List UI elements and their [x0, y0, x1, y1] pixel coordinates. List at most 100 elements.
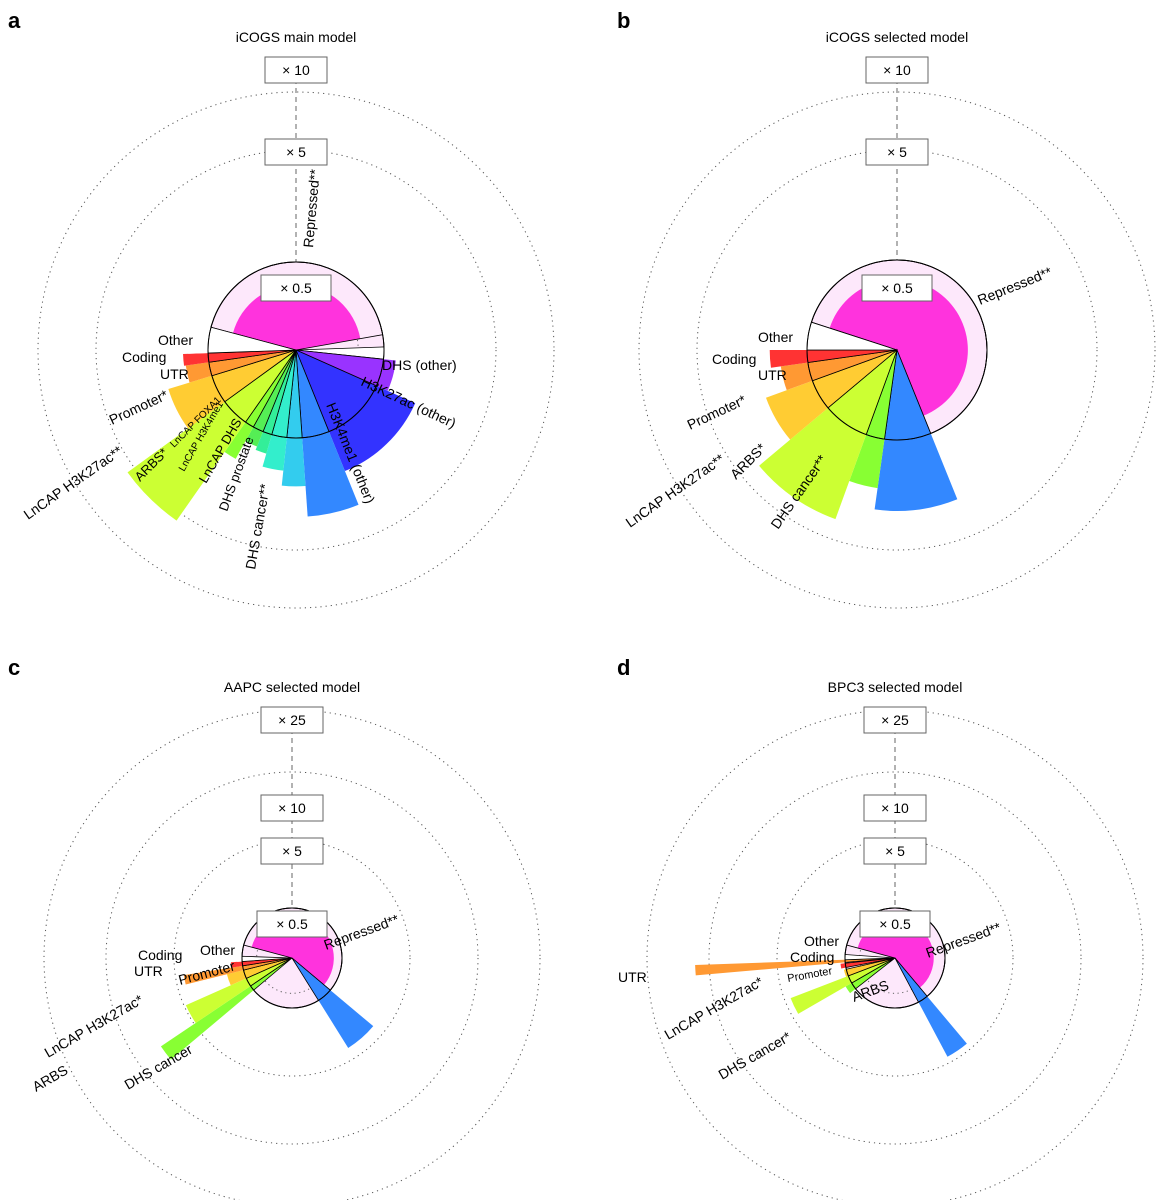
wedge-dhs-cancer — [874, 350, 958, 511]
scale-tick-label: × 5 — [282, 843, 302, 859]
scale-tick-box — [264, 138, 328, 166]
scale-tick-label: × 5 — [887, 144, 907, 160]
scale-tick-box — [859, 910, 931, 938]
wedge-label-other: Other — [758, 329, 793, 345]
scale-tick-label: × 25 — [881, 712, 909, 728]
wedge-label-coding: Coding — [790, 949, 834, 965]
wedge-label-arbs: ARBS — [30, 1062, 71, 1095]
wedge-label-coding: Coding — [122, 349, 166, 365]
panel-letter: d — [617, 655, 630, 680]
wedge-label-promoter: Promoter — [786, 965, 833, 985]
panel-letter: a — [8, 8, 21, 33]
wedge-dhs-cancer — [895, 958, 967, 1057]
wedge-lncap-h3k27ac — [127, 350, 296, 521]
scale-tick-box — [863, 837, 927, 865]
wedge-lncap-h3k27ac — [759, 350, 897, 520]
panel-letter: c — [8, 655, 20, 680]
scale-ring — [708, 771, 1082, 1145]
wedge-label-dhs-cancer: DHS cancer** — [242, 482, 273, 570]
wedge-label-utr: UTR — [134, 963, 163, 979]
panel-title: iCOGS selected model — [826, 29, 968, 45]
scale-tick-label: × 0.5 — [276, 916, 308, 932]
scale-tick-label: × 10 — [282, 62, 310, 78]
scale-tick-label: × 5 — [286, 144, 306, 160]
wedge-dhs-cancer — [296, 350, 359, 517]
wedge-label-arbs: ARBS* — [727, 440, 770, 483]
wedge-other — [188, 322, 296, 354]
panel-letter: b — [617, 8, 630, 33]
scale-tick-label: × 10 — [881, 800, 909, 816]
wedge-label-promoter: Promoter — [177, 957, 237, 987]
wedge-dhs-cancer — [292, 958, 374, 1048]
wedge-arbs — [160, 958, 292, 1060]
scale-tick-box — [256, 910, 328, 938]
baseline-border — [241, 907, 343, 1009]
wedge-label-repressed: Repressed** — [975, 263, 1054, 307]
scale-ring — [646, 709, 1144, 1200]
wedge-other — [783, 314, 897, 350]
baseline-border — [844, 907, 946, 1009]
wedge-label-promoter: Promoter* — [685, 391, 749, 432]
wedge-label-coding: Coding — [138, 947, 182, 963]
wedge-promoter — [168, 350, 296, 429]
wedge-label-other: Other — [200, 942, 235, 958]
panel-title: BPC3 selected model — [828, 679, 963, 695]
wedge-label-lncap-h3k27ac: LnCAP H3K27ac* — [42, 991, 147, 1061]
wedge-arbs — [845, 958, 895, 994]
scale-tick-label: × 25 — [278, 712, 306, 728]
scale-tick-box — [260, 794, 324, 822]
scale-ring — [43, 709, 541, 1200]
wedge-lncap-h3k27ac — [185, 958, 292, 1023]
wedge-label-coding: Coding — [712, 351, 756, 367]
wedge-label-other: Other — [804, 933, 839, 949]
scale-tick-label: × 10 — [278, 800, 306, 816]
scale-tick-box — [861, 274, 933, 302]
scale-tick-box — [863, 706, 927, 734]
scale-tick-label: × 0.5 — [881, 280, 913, 296]
scale-ring — [776, 839, 1014, 1077]
wedge-h3k4me1-other — [296, 350, 416, 472]
scale-ring — [37, 91, 555, 609]
scale-tick-box — [264, 56, 328, 84]
panel-a: a iCOGS main model × 10 × 5 × 0.5 Repressed**… — [8, 8, 555, 609]
wedge-dhs-prostate — [281, 350, 306, 487]
wedge-label-dhs-cancer: DHS cancer — [122, 1041, 196, 1093]
wedge-utr — [780, 350, 897, 391]
wedge-h3k27ac-other — [296, 350, 396, 391]
wedge-label-utr: UTR — [618, 969, 647, 985]
scale-tick-label: × 10 — [883, 62, 911, 78]
scale-tick-box — [865, 56, 929, 84]
wedge-label-dhs-other: DHS (other) — [382, 357, 457, 373]
wedge-label-utr: UTR — [758, 367, 787, 383]
wedge-label-dhs-cancer: DHS cancer* — [716, 1028, 795, 1083]
scale-tick-label: × 0.5 — [879, 916, 911, 932]
wedge-lncap-foxa1 — [245, 350, 296, 447]
scale-tick-box — [260, 706, 324, 734]
wedge-label-utr: UTR — [160, 366, 189, 382]
scale-tick-box — [863, 794, 927, 822]
scale-tick-box — [865, 138, 929, 166]
wedge-promoter — [765, 350, 897, 440]
scale-ring — [105, 771, 479, 1145]
scale-tick-box — [260, 274, 332, 302]
panel-b: b iCOGS selected model × 10 × 5 × 0.5 Repress… — [617, 8, 1156, 609]
scale-ring — [638, 91, 1156, 609]
baseline-border — [207, 261, 385, 439]
wedge-arbs — [849, 350, 897, 489]
baseline-border — [806, 259, 988, 441]
wedge-label-promoter: Promoter* — [107, 386, 171, 427]
wedge-label-other: Other — [158, 332, 193, 348]
wedge-label-lncap-h3k27ac: LnCAP H3K27ac** — [21, 442, 126, 522]
wedge-arbs — [224, 350, 296, 459]
scale-ring — [173, 839, 411, 1077]
wedge-dhs-other — [296, 346, 389, 360]
panel-title: AAPC selected model — [224, 679, 360, 695]
wedge-label-lncap-h3k27ac: LnCAP H3K27ac** — [623, 450, 728, 530]
wedge-lncap-h3k27ac — [790, 958, 895, 1014]
panel-title: iCOGS main model — [236, 29, 357, 45]
wedge-label-lncap-h3k27ac: LnCAP H3K27ac* — [662, 973, 767, 1043]
scale-tick-box — [260, 837, 324, 865]
